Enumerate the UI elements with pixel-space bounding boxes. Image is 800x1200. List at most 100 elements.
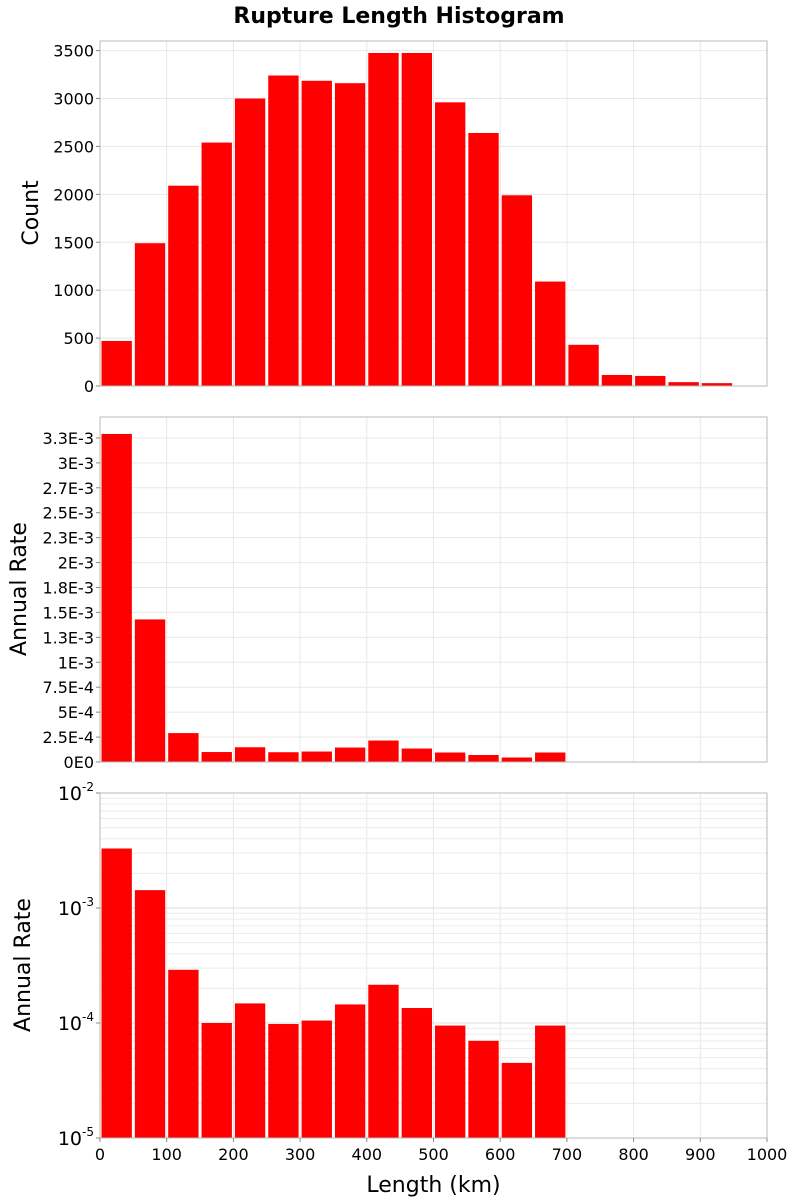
bar [268,752,299,762]
bar [535,281,566,386]
bar [368,52,399,387]
x-tick-label: 300 [285,1145,316,1164]
bar [168,969,199,1138]
y-ticks: 10-5 10-4 10-3 10-2 [58,780,100,1150]
bar [401,52,432,387]
y-tick-label: 0E0 [64,753,94,772]
y-tick-label: 2.5E-3 [42,504,94,523]
y-tick-label: 3500 [53,42,94,61]
bar [468,1040,499,1138]
y-tick-label: 1E-3 [58,653,94,672]
bar [101,848,132,1138]
y-tick-label: 10-5 [58,1125,94,1150]
bar [435,102,466,386]
y-tick-label: 10-4 [58,1010,94,1035]
bar [168,185,199,386]
y-tick-label: 2500 [53,137,94,156]
y-tick-label: 2.5E-4 [42,728,94,747]
y-tick-label: 1.8E-3 [42,579,94,598]
bar [368,740,399,762]
bar [501,757,533,762]
y-tick-label: 5E-4 [58,703,94,722]
bar [635,375,666,386]
bar [201,142,232,386]
y-tick-label: 10-2 [58,780,94,805]
y-tick-label: 3000 [53,90,94,109]
y-ticks: 0 500 1000 1500 2000 2500 3000 3500 [53,42,100,396]
gridlines [99,41,768,387]
y-tick-label: 500 [63,329,94,348]
bar [201,752,232,762]
x-tick-label: 400 [352,1145,383,1164]
bar [301,80,332,386]
panel-count: 0 500 1000 1500 2000 2500 3000 3500 Count [19,40,768,396]
x-tick-label: 800 [618,1145,649,1164]
bar [334,747,366,762]
gridlines [99,793,768,1139]
bar [501,195,533,386]
x-tick-label: 0 [95,1145,105,1164]
bar [234,1003,266,1138]
x-axis-label: Length (km) [366,1173,500,1198]
bar [368,984,399,1138]
y-tick-label: 2000 [53,185,94,204]
bar [668,382,699,386]
bar [234,98,266,386]
bar [168,733,199,762]
bar [435,1025,466,1138]
bars [101,52,766,387]
plot-frame [99,416,768,763]
y-tick-label: 1.5E-3 [42,603,94,622]
gridlines [99,417,768,763]
bar [401,748,432,762]
y-axis-label: Annual Rate [7,522,32,656]
x-ticks: 0 100 200 300 400 500 600 700 800 900 1000 [95,1138,787,1164]
bar [301,751,332,762]
y-axis-label: Annual Rate [11,898,36,1032]
bar [468,755,499,762]
y-tick-label: 3E-3 [58,454,94,473]
bar [268,75,299,386]
bar [535,752,566,762]
bar [334,83,366,387]
x-tick-label: 600 [485,1145,516,1164]
y-tick-label: 10-3 [58,895,94,920]
bar [568,344,599,386]
bar [234,747,266,762]
bar [535,1025,566,1138]
y-tick-label: 1000 [53,281,94,300]
bar [134,890,166,1138]
bar [301,1020,332,1138]
bar [468,133,499,386]
bar [601,374,633,386]
y-axis-label: Count [19,180,44,246]
y-ticks: 0E0 2.5E-4 5E-4 7.5E-4 1E-3 1.3E-3 1.5E-3 1.8E-… [42,429,100,772]
x-tick-label: 900 [685,1145,716,1164]
x-tick-label: 200 [218,1145,249,1164]
chart-panels: 0500100015002000250030003500Count0E02.5E… [7,40,787,1198]
x-tick-label: 100 [151,1145,182,1164]
plot-frame [99,40,768,387]
bars [101,433,566,762]
x-tick-label: 700 [552,1145,583,1164]
bar [701,383,733,386]
y-tick-label: 7.5E-4 [42,678,94,697]
y-tick-label: 1.3E-3 [42,628,94,647]
bar [435,752,466,762]
y-tick-label: 3.3E-3 [42,429,94,448]
y-tick-label: 1500 [53,233,94,252]
bar [101,433,132,762]
bar [134,243,166,386]
chart-title: Rupture Length Histogram [233,4,564,29]
y-tick-label: 2.3E-3 [42,529,94,548]
bar [334,1004,366,1138]
bar [401,1008,432,1138]
bars [101,848,566,1138]
x-tick-label: 1000 [747,1145,788,1164]
bar [201,1023,232,1138]
panel-rate-log: 10-5 10-4 10-3 10-2 Annual Rate 0 100 200 300 400… [11,780,787,1198]
y-tick-label: 0 [84,377,94,396]
y-tick-label: 2E-3 [58,554,94,573]
y-tick-label: 2.7E-3 [42,479,94,498]
